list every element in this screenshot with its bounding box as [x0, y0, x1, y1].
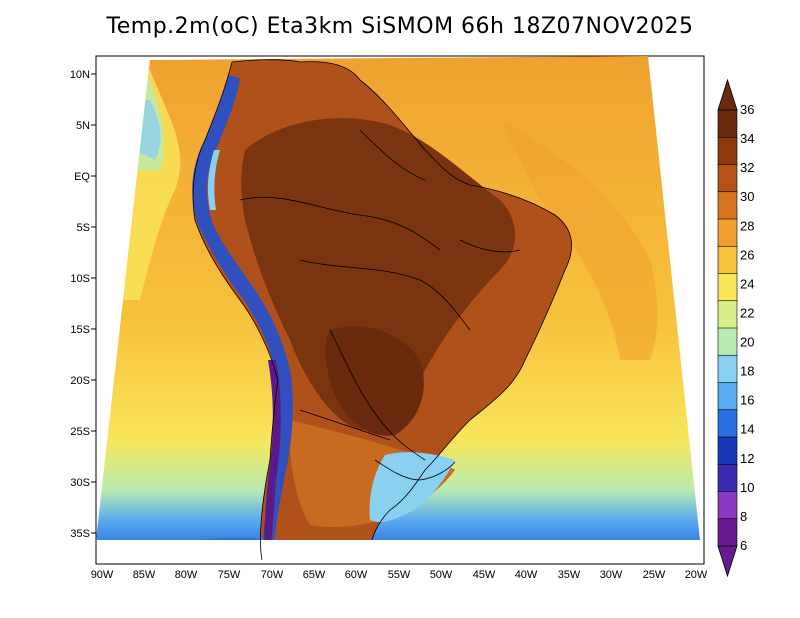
lon-label: 75W	[218, 569, 241, 581]
colorbar-label: 30	[740, 189, 754, 204]
lon-label: 40W	[515, 569, 538, 581]
lat-label: 15S	[70, 324, 90, 336]
lon-label: 55W	[388, 569, 411, 581]
colorbar-label: 24	[740, 276, 754, 291]
colorbar-swatch	[717, 436, 738, 466]
colorbar-label: 14	[740, 422, 754, 437]
lat-label: 10S	[70, 273, 90, 285]
border-paraguay	[329, 329, 426, 461]
border-guianas	[359, 129, 426, 181]
lon-label: 45W	[473, 569, 496, 581]
lat-label: 30S	[70, 477, 90, 489]
border-north	[239, 196, 441, 251]
lat-label: 5N	[76, 120, 90, 132]
border-south	[299, 409, 391, 441]
colorbar-label: 34	[740, 131, 754, 146]
lon-label: 25W	[643, 569, 666, 581]
colorbar-swatch	[717, 354, 738, 384]
border-brazil-states	[459, 239, 521, 253]
map-title: Temp.2m(oC) Eta3km SiSMOM 66h 18Z07NOV20…	[106, 14, 694, 39]
lon-label: 80W	[175, 569, 198, 581]
pacific-coastline	[192, 61, 279, 561]
hot-interior	[241, 118, 515, 431]
colorbar-swatch	[717, 245, 738, 275]
southern-cold-zone	[200, 537, 410, 540]
colorbar-label: 8	[740, 509, 747, 524]
colorbar-label: 20	[740, 335, 754, 350]
lat-axis: 10N 5N EQ 5S 10S 15S 20S 25S 30S 35S	[70, 69, 96, 540]
lon-label: 30W	[600, 569, 623, 581]
lat-label: 20S	[70, 375, 90, 387]
atlantic-warm-band	[500, 120, 658, 360]
colorbar-swatch	[717, 327, 738, 357]
colorbar-swatch	[717, 191, 738, 220]
border-central	[299, 259, 471, 331]
colorbar-swatch	[717, 300, 738, 329]
colorbar-label: 6	[740, 538, 747, 553]
colorbar-swatch	[717, 491, 738, 520]
hottest-core	[325, 326, 424, 436]
colorbar-swatch	[717, 273, 738, 302]
lat-label: 35S	[70, 528, 90, 540]
andes-north-light	[207, 150, 220, 210]
colorbar-label: 28	[740, 218, 754, 233]
border-uruguay	[374, 459, 456, 481]
southern-coldest-patch	[230, 543, 280, 560]
colorbar-swatch	[717, 518, 738, 547]
colorbar-swatches	[717, 109, 738, 547]
lat-label: 5S	[77, 222, 90, 234]
colorbar-label: 36	[740, 102, 754, 117]
lat-label: EQ	[74, 171, 90, 183]
colorbar-label: 12	[740, 451, 754, 466]
lat-label: 10N	[70, 69, 90, 81]
colorbar-swatch	[717, 218, 738, 248]
colorbar-label: 10	[740, 480, 754, 495]
colorbar-label: 32	[740, 160, 754, 175]
lat-label: 25S	[70, 426, 90, 438]
colorbar: 36 34 32 30 28 26 24 22 20 18 16 14 12 10 8 6	[717, 78, 754, 578]
lon-label: 60W	[345, 569, 368, 581]
lon-label: 20W	[685, 569, 708, 581]
lon-label: 90W	[91, 569, 114, 581]
andes-coldest-core	[264, 360, 281, 540]
lon-label: 35W	[558, 569, 581, 581]
colorbar-swatch	[717, 463, 738, 493]
colorbar-swatch	[717, 136, 738, 166]
lon-axis: 90W 85W 80W 75W 70W 65W 60W 55W 50W 45W …	[91, 569, 708, 581]
lon-label: 65W	[303, 569, 326, 581]
colorbar-label: 26	[740, 247, 754, 262]
colorbar-bottom-arrow	[717, 545, 738, 578]
colorbar-swatch	[717, 409, 738, 438]
colorbar-label: 22	[740, 305, 754, 320]
colorbar-swatch	[717, 382, 738, 411]
lon-label: 50W	[430, 569, 453, 581]
colorbar-labels: 36 34 32 30 28 26 24 22 20 18 16 14 12 10 8 6	[740, 102, 754, 553]
colorbar-top-arrow	[717, 78, 738, 111]
colorbar-swatch	[717, 164, 738, 193]
colorbar-label: 16	[740, 393, 754, 408]
colorbar-label: 18	[740, 364, 754, 379]
colorbar-swatch	[717, 109, 738, 139]
map-frame	[95, 55, 705, 565]
country-borders	[192, 59, 572, 561]
atlantic-coastline	[231, 59, 572, 541]
lon-label: 85W	[133, 569, 156, 581]
temperature-field	[96, 56, 700, 560]
lon-label: 70W	[261, 569, 284, 581]
